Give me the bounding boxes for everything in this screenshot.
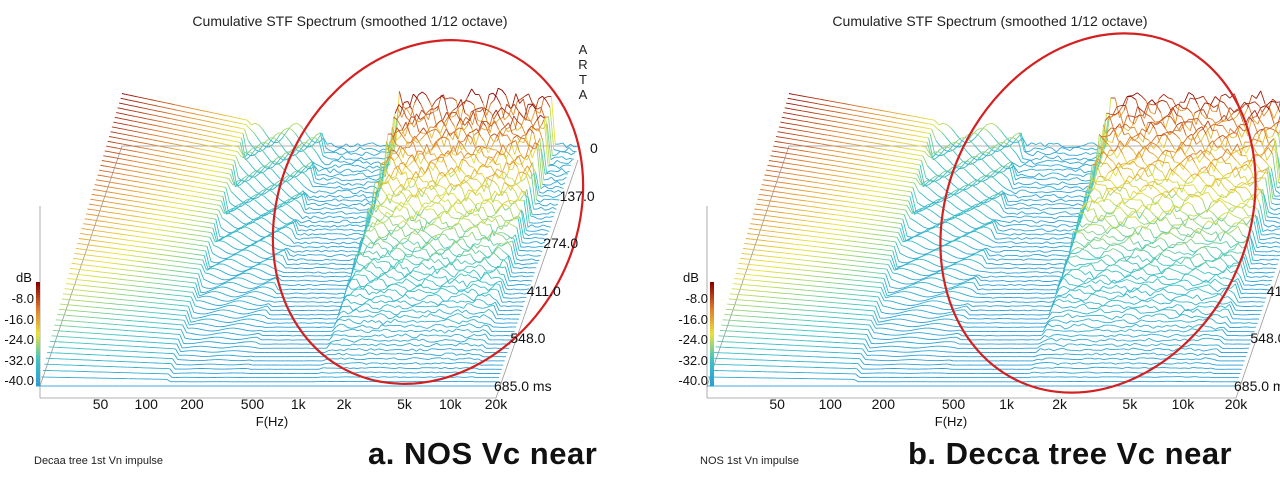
colorbar-label: dB bbox=[683, 270, 699, 285]
colorbar-tick-label: -40.0 bbox=[678, 373, 708, 388]
colorbar-tick-label: -8.0 bbox=[685, 291, 708, 306]
time-tick-label: 411.0 bbox=[1266, 282, 1280, 299]
colorbar-tick-label: -24.0 bbox=[678, 332, 708, 347]
colorbar-tick-label: -16.0 bbox=[678, 311, 708, 327]
source-label: Decaa tree 1st Vn impulse bbox=[34, 455, 164, 467]
source-label: NOS 1st Vn impulse bbox=[700, 455, 800, 467]
x-tick-label: 50 bbox=[92, 396, 109, 412]
x-tick-label: 100 bbox=[134, 396, 158, 412]
x-tick-label: 5k bbox=[1122, 396, 1138, 412]
x-tick-label: 1k bbox=[999, 396, 1014, 412]
panel-caption: b. Decca tree Vc near bbox=[908, 436, 1233, 471]
colorbar-tick-label: -24.0 bbox=[4, 332, 34, 347]
waterfall-plot-b bbox=[706, 32, 1280, 399]
panel-b: Cumulative STF Spectrum (smoothed 1/12 o… bbox=[640, 0, 1280, 486]
chart-title: Cumulative STF Spectrum (smoothed 1/12 o… bbox=[192, 13, 508, 29]
x-tick-label: 200 bbox=[871, 396, 896, 412]
x-tick-label: 50 bbox=[769, 396, 785, 412]
x-tick-label: 500 bbox=[240, 396, 265, 412]
colorbar bbox=[710, 282, 714, 387]
watermark-letter: T bbox=[579, 72, 587, 87]
time-tick-label: 137.0 bbox=[559, 187, 595, 204]
x-tick-label: 2k bbox=[336, 396, 352, 412]
colorbar-tick-label: -16.0 bbox=[4, 311, 34, 327]
time-tick-label: 0 bbox=[590, 140, 598, 156]
highlight-ellipse bbox=[271, 39, 585, 385]
panel-caption: a. NOS Vc near bbox=[368, 436, 598, 471]
x-tick-label: 100 bbox=[818, 396, 842, 412]
x-tick-label: 20k bbox=[484, 396, 508, 412]
x-axis-label: F(Hz) bbox=[934, 414, 968, 429]
watermark-letter: R bbox=[578, 57, 588, 72]
x-tick-label: 5k bbox=[397, 396, 412, 412]
x-tick-label: 200 bbox=[180, 396, 204, 412]
x-tick-label: 10k bbox=[438, 396, 462, 412]
time-tick-label: 548.0 bbox=[1250, 330, 1280, 347]
time-tick-label: 548.0 bbox=[510, 330, 546, 347]
x-tick-label: 1k bbox=[290, 396, 306, 412]
watermark-letter: A bbox=[578, 42, 588, 57]
colorbar-label: dB bbox=[16, 270, 32, 285]
time-tick-label: 274.0 bbox=[543, 235, 579, 252]
time-tick-label: 685.0 ms bbox=[1234, 378, 1280, 394]
x-tick-label: 20k bbox=[1224, 396, 1248, 412]
time-tick-label: 411.0 bbox=[526, 282, 561, 299]
x-tick-label: 2k bbox=[1052, 396, 1068, 412]
colorbar-tick-label: -40.0 bbox=[4, 373, 34, 388]
x-axis-label: F(Hz) bbox=[255, 414, 289, 429]
colorbar-tick-label: -32.0 bbox=[4, 352, 34, 368]
highlight-ellipse bbox=[939, 32, 1257, 394]
x-tick-label: 500 bbox=[941, 396, 966, 412]
colorbar-tick-label: -32.0 bbox=[678, 352, 708, 368]
chart-title: Cumulative STF Spectrum (smoothed 1/12 o… bbox=[832, 13, 1148, 29]
time-tick-label: 685.0 ms bbox=[494, 378, 552, 394]
colorbar bbox=[36, 282, 40, 387]
waterfall-plot-a bbox=[36, 39, 585, 399]
x-tick-label: 10k bbox=[1171, 396, 1195, 412]
colorbar-tick-label: -8.0 bbox=[11, 291, 34, 306]
watermark-letter: A bbox=[578, 87, 588, 102]
panel-a: Cumulative STF Spectrum (smoothed 1/12 o… bbox=[4, 13, 598, 471]
